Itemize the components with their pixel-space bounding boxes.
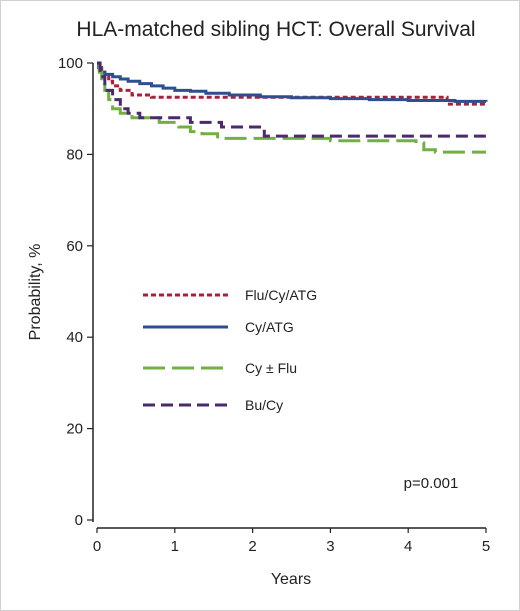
- series-line-2: [97, 61, 488, 103]
- legend-label-1: Flu/Cy/ATG: [245, 287, 317, 303]
- y-axis-title: Probability, %: [27, 244, 44, 341]
- p-value-annotation: p=0.001: [404, 475, 459, 492]
- x-tick-label: 5: [482, 538, 490, 555]
- y-tick-label: 40: [66, 329, 83, 346]
- series-line-4: [97, 61, 486, 138]
- y-tick-label: 80: [66, 146, 83, 163]
- x-axis-title: Years: [271, 571, 311, 588]
- series-line-3: [97, 61, 486, 154]
- chart-axes: 0 1 2 3 4 5 0 20 40 60 80 100: [58, 55, 490, 555]
- x-tick-label: 0: [93, 538, 101, 555]
- legend-label-4: Bu/Cy: [245, 397, 283, 413]
- x-tick-label: 1: [171, 538, 179, 555]
- y-tick-label: 60: [66, 238, 83, 255]
- x-tick-label: 2: [248, 538, 256, 555]
- x-tick-label: 4: [404, 538, 412, 555]
- legend: Flu/Cy/ATG Cy/ATG Cy ± Flu Bu/Cy: [143, 287, 317, 413]
- series-lines: [97, 61, 488, 154]
- y-tick-label: 100: [58, 55, 83, 72]
- legend-label-2: Cy/ATG: [245, 319, 294, 335]
- chart-title: HLA-matched sibling HCT: Overall Surviva…: [76, 18, 475, 41]
- legend-label-3: Cy ± Flu: [245, 360, 297, 376]
- y-tick-label: 0: [75, 512, 83, 529]
- x-tick-label: 3: [326, 538, 334, 555]
- y-tick-label: 20: [66, 421, 83, 438]
